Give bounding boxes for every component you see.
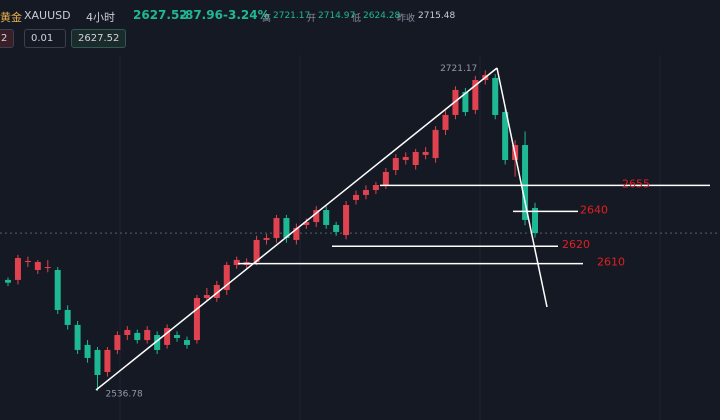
candle-body	[502, 112, 509, 160]
candle-body	[154, 335, 161, 350]
candle-body	[402, 157, 409, 160]
label: 高	[262, 14, 272, 24]
last-price: 2627.52	[133, 8, 188, 22]
lot-input[interactable]: 0.01	[24, 29, 66, 48]
candle-body	[233, 259, 240, 265]
candle-body	[5, 279, 11, 283]
candle-body	[54, 270, 61, 310]
lot-prefix[interactable]: 2	[0, 29, 15, 48]
toolbar: 黄金 XAUUSD 4小时 2627.52 -87.96 -3.24% 高 27…	[0, 0, 720, 55]
level-label: 2610	[597, 256, 625, 269]
candle-body	[104, 349, 111, 373]
symbol-cn[interactable]: 黄金	[0, 11, 22, 24]
value: 2624.28	[363, 11, 401, 21]
candle-body	[333, 224, 340, 232]
candle-body	[392, 158, 399, 171]
candle-body	[492, 77, 499, 115]
candle-body	[303, 222, 310, 225]
level-label: 2640	[580, 203, 608, 216]
candle-body	[283, 218, 290, 239]
candle-body	[84, 344, 91, 358]
candle-body	[323, 210, 330, 225]
candle-body	[432, 129, 439, 159]
level-label: 2620	[562, 238, 590, 251]
candle-body	[144, 329, 151, 341]
timeframe[interactable]: 4小时	[86, 11, 115, 24]
candle-body	[343, 204, 350, 236]
candle-body	[64, 309, 71, 325]
trend-line	[95, 67, 498, 391]
candle-body	[382, 171, 389, 186]
candle-body	[412, 151, 419, 166]
candle-body	[462, 92, 469, 113]
candle-body	[263, 238, 270, 240]
level-label: 2655	[622, 177, 650, 190]
candle-body	[24, 260, 31, 263]
candle-body	[14, 258, 21, 280]
candle-body	[213, 284, 220, 298]
candle-body	[472, 80, 479, 110]
candle-body	[183, 340, 190, 345]
candle-body	[362, 190, 369, 195]
value: 2721.17	[273, 11, 311, 21]
candle-body	[44, 267, 51, 269]
candle-body	[164, 328, 171, 345]
candle-body	[353, 194, 360, 200]
peak-label: 2721.17	[440, 64, 477, 74]
symbol[interactable]: XAUUSD	[24, 9, 71, 22]
candle-body	[422, 151, 429, 155]
candle-body	[273, 218, 280, 239]
change: -87.96	[180, 8, 223, 22]
candle-body	[372, 185, 379, 191]
value: 2715.48	[418, 11, 456, 21]
candle-body	[94, 349, 101, 375]
candle-body	[253, 239, 260, 263]
candle-body	[74, 324, 81, 350]
trough-label: 2536.78	[105, 389, 142, 399]
candle-body	[293, 227, 300, 240]
candle-body	[313, 210, 320, 223]
candle-body	[532, 207, 538, 234]
label: 昨收	[397, 14, 416, 24]
candle-body	[134, 332, 141, 341]
candle-body	[452, 89, 459, 115]
value: 2714.97	[318, 11, 356, 21]
candle-body	[34, 262, 41, 271]
order-price[interactable]: 2627.52	[71, 29, 127, 48]
candle-body	[522, 145, 529, 220]
candle-body	[442, 114, 449, 130]
label: 开	[307, 14, 317, 24]
label: 低	[352, 14, 362, 24]
candle-body	[174, 335, 181, 338]
change-pct: -3.24%	[223, 8, 270, 22]
trend-line	[496, 67, 548, 308]
candle-body	[114, 335, 121, 350]
candle-body	[203, 295, 210, 298]
candle-body	[223, 264, 230, 290]
candle-body	[193, 297, 200, 341]
candle-body	[124, 329, 131, 336]
